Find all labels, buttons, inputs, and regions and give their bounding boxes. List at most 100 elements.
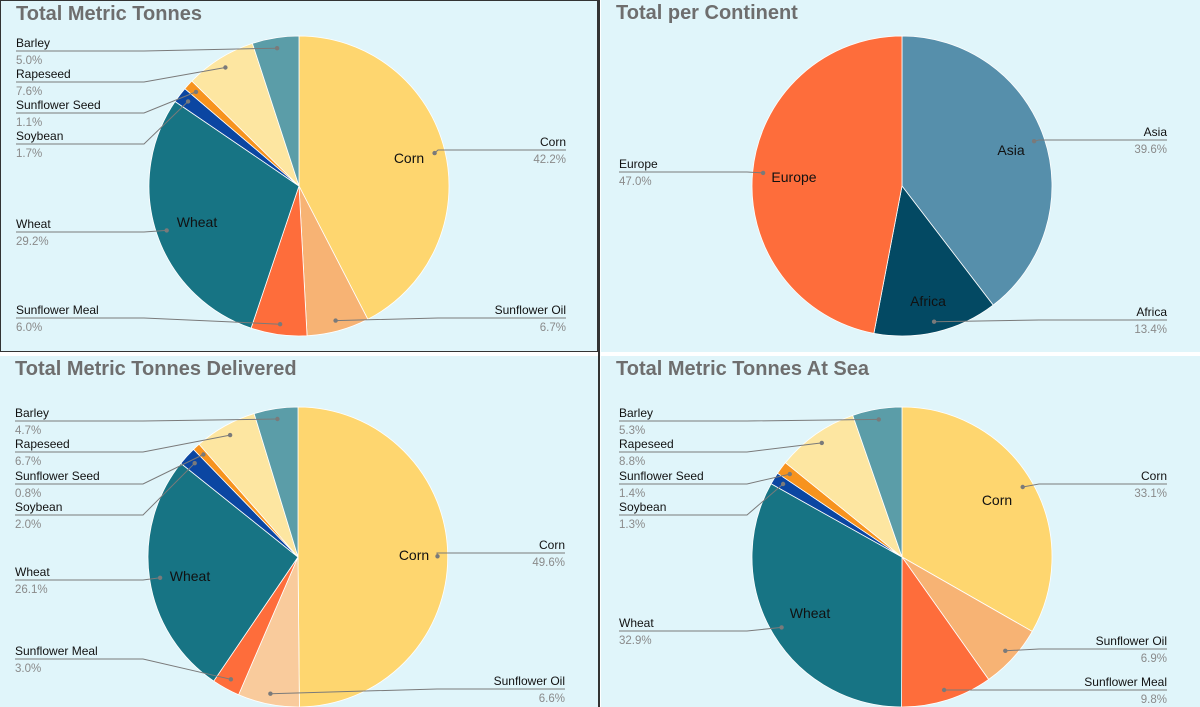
slice-percent-wheat: 32.9% [619, 635, 652, 647]
slice-label-soybean: Soybean [16, 129, 63, 143]
slice-percent-rapeseed: 7.6% [16, 86, 42, 98]
leader-dot-soybean [780, 481, 786, 487]
leader-line-asia [1033, 139, 1167, 142]
slice-label-sunflower-oil: Sunflower Oil [1096, 634, 1167, 648]
slice-label-wheat: Wheat [16, 217, 51, 231]
chart-title: Total per Continent [616, 2, 798, 24]
slice-percent-barley: 5.0% [16, 55, 42, 67]
panel-divider [598, 0, 600, 707]
leader-line-wheat [15, 577, 161, 581]
slice-percent-soybean: 1.3% [619, 519, 645, 531]
chart-title: Total Metric Tonnes [16, 3, 202, 25]
leader-line-rapeseed [16, 67, 226, 83]
pie-chart: Corn 49.6% Sunflower Oil 6.6% Sunflower Meal… [15, 406, 565, 707]
pie-slice-barley [852, 406, 903, 558]
slice-inner-label-corn: Corn [399, 547, 429, 563]
slice-label-sunflower-meal: Sunflower Meal [1084, 675, 1167, 689]
slice-label-sunflower-seed: Sunflower Seed [619, 469, 704, 483]
leader-dot-rapeseed [223, 65, 228, 70]
pie-chart: Corn 33.1% Sunflower Oil 6.9% Sunflower Meal… [619, 406, 1167, 707]
leader-line-wheat [16, 229, 167, 233]
slice-label-rapeseed: Rapeseed [16, 67, 71, 81]
pie-slice-africa [873, 185, 994, 337]
leader-dot-wheat [157, 575, 163, 580]
leader-dot-barley [274, 46, 280, 51]
leader-line-sunflower-seed [619, 473, 790, 485]
chart-title: Total Metric Tonnes Delivered [15, 358, 297, 380]
leader-dot-sunflower-oil [1003, 648, 1008, 653]
chart-panel-at-sea: Total Metric Tonnes At Sea Corn 33.1% Sunf… [601, 356, 1200, 707]
leader-dot-corn [435, 554, 440, 559]
slice-label-corn: Corn [540, 135, 566, 149]
slice-label-sunflower-oil: Sunflower Oil [494, 674, 565, 688]
leader-line-sunflower-oil [1005, 648, 1167, 652]
slice-percent-sunflower-seed: 1.1% [16, 117, 42, 129]
slice-label-rapeseed: Rapeseed [15, 437, 70, 451]
leader-line-corn [436, 552, 565, 557]
slice-percent-barley: 5.3% [619, 425, 645, 437]
slice-inner-label-europe: Europe [771, 169, 816, 185]
slice-label-wheat: Wheat [619, 616, 654, 630]
leader-dot-barley [275, 416, 280, 422]
slice-percent-rapeseed: 6.7% [15, 456, 41, 468]
pie-chart: Asia 39.6% Africa 13.4% Europe 47.0% Asia Afric… [619, 35, 1167, 337]
slice-inner-label-corn: Corn [982, 492, 1012, 508]
leader-dot-sunflower-seed [193, 89, 199, 95]
chart-panel-delivered: Total Metric Tonnes Delivered Corn 49.6% S… [0, 356, 598, 707]
slice-percent-sunflower-meal: 6.0% [16, 322, 42, 334]
pie-slice-barley [253, 406, 299, 558]
leader-line-sunflower-oil [270, 688, 565, 695]
leader-dot-wheat [779, 625, 784, 630]
leader-dot-sunflower-meal [228, 677, 234, 682]
slice-percent-sunflower-meal: 9.8% [1141, 694, 1167, 706]
leader-line-sunflower-meal [16, 317, 281, 325]
slice-percent-corn: 42.2% [533, 154, 566, 166]
slice-percent-wheat: 26.1% [15, 584, 48, 596]
slice-percent-barley: 4.7% [15, 425, 41, 437]
leader-dot-soybean [185, 99, 191, 104]
slice-percent-sunflower-oil: 6.7% [540, 322, 566, 334]
leader-dot-barley [876, 417, 881, 422]
leader-line-soybean [16, 101, 189, 145]
leader-line-corn [1022, 483, 1167, 488]
slice-label-corn: Corn [1141, 469, 1167, 483]
leader-dot-rapeseed [227, 432, 233, 438]
slice-percent-europe: 47.0% [619, 176, 652, 188]
slice-label-africa: Africa [1136, 305, 1167, 319]
pie-chart: Corn 42.2% Sunflower Oil 6.7% Sunflower Meal… [16, 35, 566, 337]
leader-line-rapeseed [15, 434, 231, 453]
leader-line-africa [934, 319, 1167, 323]
leader-line-barley [15, 418, 278, 422]
slice-label-sunflower-oil: Sunflower Oil [495, 303, 566, 317]
slice-inner-label-africa: Africa [910, 293, 946, 309]
slice-label-sunflower-meal: Sunflower Meal [15, 644, 98, 658]
leader-dot-rapeseed [819, 440, 824, 446]
slice-inner-label-wheat: Wheat [177, 214, 218, 230]
leader-line-sunflower-seed [16, 91, 197, 114]
leader-dot-sunflower-oil [333, 318, 338, 323]
slice-inner-label-corn: Corn [394, 150, 424, 166]
leader-line-soybean [619, 483, 784, 516]
leader-dot-europe [760, 170, 766, 176]
leader-line-soybean [15, 462, 196, 516]
chart-panel-total-metric-tonnes: Total Metric Tonnes Corn 42.2% Sunflower O… [0, 0, 598, 352]
slice-label-barley: Barley [16, 36, 50, 50]
leader-dot-sunflower-seed [787, 471, 792, 477]
leader-line-sunflower-meal [15, 658, 232, 680]
pie-slice-asia [901, 35, 1053, 306]
slice-label-europe: Europe [619, 157, 658, 171]
leader-line-corn [434, 149, 566, 154]
slice-label-sunflower-seed: Sunflower Seed [16, 98, 101, 112]
slice-percent-africa: 13.4% [1134, 324, 1167, 336]
slice-percent-soybean: 1.7% [16, 148, 42, 160]
slice-percent-sunflower-meal: 3.0% [15, 663, 41, 675]
leader-dot-corn [432, 150, 437, 156]
slice-inner-label-asia: Asia [997, 142, 1024, 158]
leader-dot-corn [1020, 484, 1025, 490]
slice-percent-rapeseed: 8.8% [619, 456, 645, 468]
slice-label-rapeseed: Rapeseed [619, 437, 674, 451]
slice-percent-corn: 49.6% [532, 557, 565, 569]
slice-percent-soybean: 2.0% [15, 519, 41, 531]
slice-percent-asia: 39.6% [1134, 144, 1167, 156]
leader-dot-sunflower-oil [268, 691, 273, 696]
